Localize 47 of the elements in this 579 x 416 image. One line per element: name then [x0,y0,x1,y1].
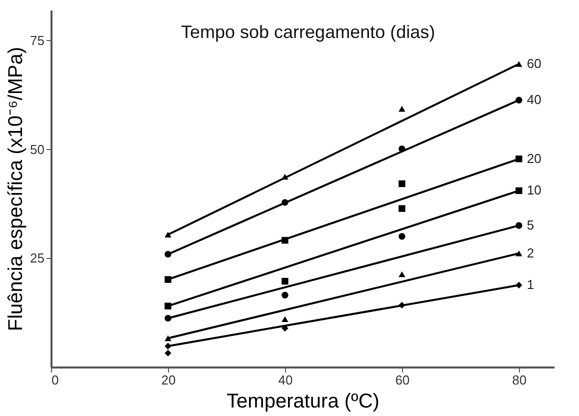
legend-title: Tempo sob carregamento (dias) [181,22,436,42]
y-axis-title: Fluência específica (x10⁻⁶/MPa) [5,46,28,332]
point [282,324,288,332]
point [516,187,522,194]
point [282,316,288,322]
series-label: 2 [526,245,534,260]
series-label: 20 [526,150,542,166]
point [282,199,288,206]
point [164,350,172,356]
point [164,250,172,258]
point [398,233,406,240]
y-tick-label: 50 [30,142,44,157]
point [398,302,406,309]
point [398,205,406,212]
x-tick-label: 20 [161,372,176,388]
series-label: 1 [526,277,534,292]
x-tick-label: 80 [512,372,527,388]
series-label: 10 [526,182,542,198]
point [164,302,172,310]
point [398,180,406,188]
point [516,222,522,229]
y-tick-label: 75 [30,32,44,48]
series-label: 40 [526,92,542,108]
point [516,96,522,104]
x-tick-label: 60 [395,372,410,388]
point [164,232,172,238]
point [282,278,288,285]
point [398,271,406,278]
series-label: 60 [526,56,542,71]
point [282,236,288,244]
x-axis-title: Temperatura (ºC) [226,390,380,412]
point [282,174,288,180]
point [516,282,522,289]
point [164,276,172,283]
point [516,61,522,67]
x-tick-label: 40 [278,372,293,388]
y-tick-label: 25 [30,250,44,266]
series-label: 5 [526,218,534,233]
point [164,335,172,342]
point [516,156,522,162]
point [398,146,406,152]
point [398,106,406,112]
point [164,314,172,322]
x-tick-label: 0 [52,372,59,388]
point [516,250,522,256]
point [164,342,172,350]
point [282,292,288,299]
